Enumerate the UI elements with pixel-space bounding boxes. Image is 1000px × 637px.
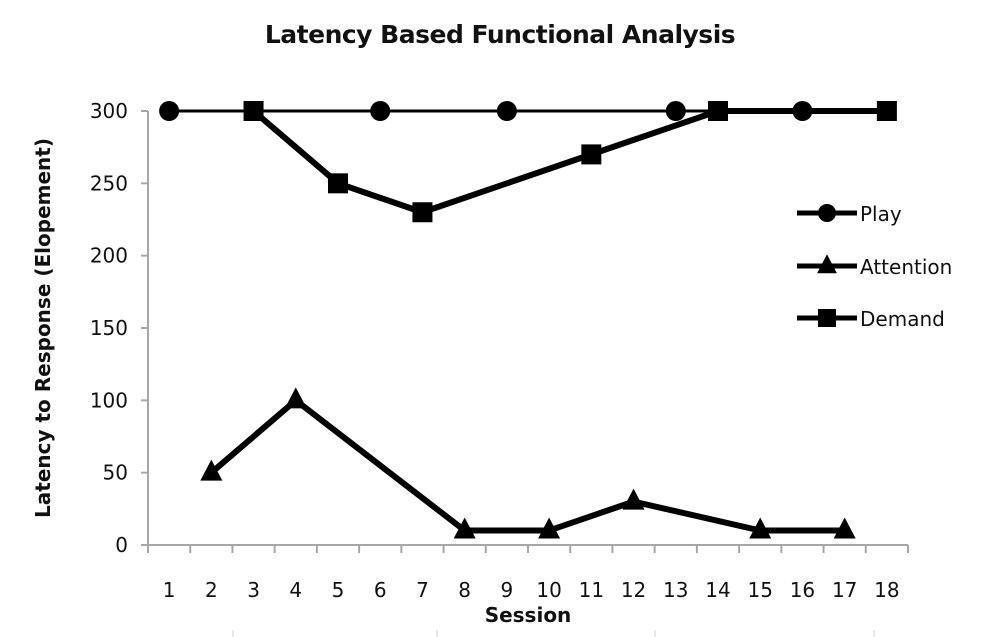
- square-marker: [412, 202, 433, 223]
- triangle-marker: [817, 254, 837, 274]
- x-tick-label: 2: [205, 578, 218, 602]
- chart-title: Latency Based Functional Analysis: [264, 20, 736, 49]
- legend-label: Attention: [860, 255, 952, 279]
- triangle-marker: [622, 488, 645, 510]
- triangle-marker: [200, 459, 223, 481]
- circle-marker: [370, 101, 391, 121]
- square-marker: [876, 101, 897, 121]
- y-tick-label: 150: [90, 316, 128, 340]
- x-axis-title: Session: [485, 603, 572, 627]
- square-marker: [328, 173, 348, 194]
- triangle-marker: [453, 517, 476, 539]
- y-axis-title: Latency to Response (Elopement): [31, 138, 55, 518]
- y-tick-label: 200: [90, 244, 128, 268]
- triangle-marker: [833, 517, 856, 539]
- x-tick-label: 14: [705, 578, 730, 602]
- y-tick-label: 50: [103, 461, 128, 485]
- triangle-marker: [538, 517, 561, 539]
- x-tick-label: 13: [663, 578, 688, 602]
- series-demand: [243, 101, 897, 223]
- x-tick-label: 1: [163, 578, 176, 602]
- series-line: [209, 396, 845, 534]
- x-tick-label: 7: [416, 578, 429, 602]
- series-line: [251, 108, 887, 216]
- x-tick-label: 5: [332, 578, 345, 602]
- square-marker: [818, 309, 836, 327]
- y-tick-label: 250: [90, 171, 128, 195]
- y-tick-label: 100: [90, 388, 128, 412]
- circle-marker: [496, 101, 517, 121]
- square-marker: [708, 101, 728, 121]
- x-tick-label: 16: [790, 578, 815, 602]
- x-tick-label: 6: [374, 578, 387, 602]
- x-tick-label: 15: [747, 578, 772, 602]
- legend: Play Attention Demand: [797, 202, 952, 331]
- x-tick-label: 17: [832, 578, 857, 602]
- triangle-marker: [284, 387, 307, 409]
- circle-marker: [159, 101, 180, 121]
- legend-label: Demand: [860, 307, 945, 331]
- x-tick-label: 11: [579, 578, 604, 602]
- legend-item-demand: Demand: [797, 307, 945, 331]
- x-tick-label: 9: [501, 578, 514, 602]
- x-tick-label: 4: [289, 578, 302, 602]
- series-layer: [159, 101, 897, 539]
- legend-item-attention: Attention: [797, 254, 952, 279]
- legend-label: Play: [860, 202, 902, 226]
- x-tick-label: 12: [621, 578, 646, 602]
- y-tick-label: 0: [115, 533, 128, 557]
- x-tick-label: 8: [458, 578, 471, 602]
- x-tick-label: 10: [536, 578, 561, 602]
- square-marker: [581, 144, 602, 165]
- square-marker: [243, 101, 264, 121]
- x-tick-label: 18: [874, 578, 899, 602]
- circle-marker: [665, 101, 686, 121]
- y-tick-label: 300: [90, 99, 128, 123]
- triangle-marker: [749, 517, 772, 539]
- x-tick-label: 3: [247, 578, 260, 602]
- circle-marker: [818, 204, 836, 222]
- series-attention: [200, 387, 856, 539]
- legend-item-play: Play: [797, 202, 902, 226]
